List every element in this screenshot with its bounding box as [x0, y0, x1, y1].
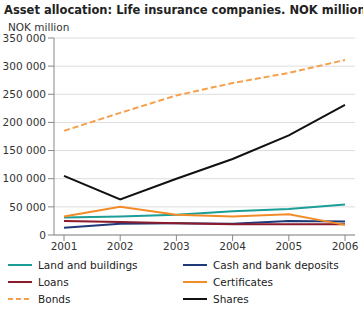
html-text:NOK million: NOK million: [8, 21, 70, 33]
html-text:Shares: Shares: [213, 293, 249, 305]
svg-text:2004: 2004: [219, 240, 246, 252]
svg-text:2005: 2005: [275, 240, 302, 252]
svg-text:150 000: 150 000: [8, 144, 46, 156]
svg-text:100 000: 100 000: [8, 172, 46, 184]
svg-text:250 000: 250 000: [8, 88, 46, 100]
svg-text:50 000: 50 000: [9, 201, 46, 213]
svg-text:2002: 2002: [107, 240, 134, 252]
svg-text:2001: 2001: [51, 240, 78, 252]
svg-text:200 000: 200 000: [8, 116, 46, 128]
svg-text:300 000: 300 000: [8, 60, 46, 72]
html-text:Loans: Loans: [38, 276, 69, 288]
html-text:Cash and bank deposits: Cash and bank deposits: [213, 259, 339, 271]
svg-text:350 000: 350 000: [8, 32, 46, 44]
html-text:Bonds: Bonds: [38, 293, 71, 305]
svg-text:0: 0: [39, 229, 46, 241]
html-text:Land and buildings: Land and buildings: [38, 259, 138, 271]
svg-text:2003: 2003: [163, 240, 190, 252]
svg-text:2006: 2006: [332, 240, 355, 252]
html-text:Certificates: Certificates: [213, 276, 273, 288]
